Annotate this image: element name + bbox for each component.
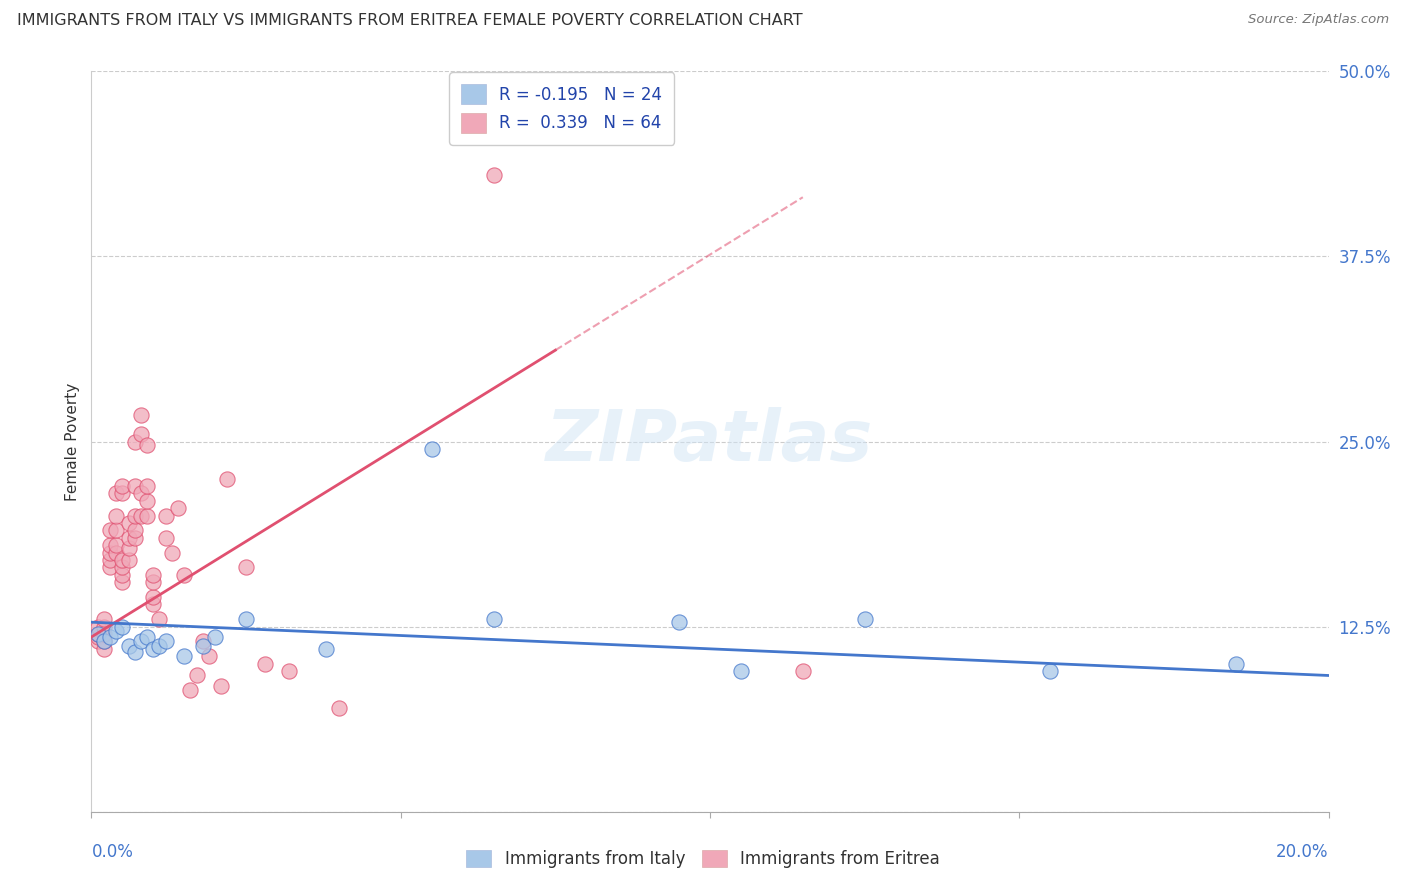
Point [86,630,108,644]
Point [155,508,177,523]
Point [111,575,134,590]
Point [253,657,276,671]
Point [1225,657,1247,671]
Point [186,668,208,682]
Point [124,645,146,659]
Point [155,531,177,545]
Point [105,624,128,638]
Point [117,531,139,545]
Point [129,486,152,500]
Point [86,634,108,648]
Point [1039,664,1062,678]
Point [117,553,139,567]
Point [142,567,165,582]
Point [328,701,350,715]
Point [124,531,146,545]
Point [111,567,134,582]
Point [129,427,152,442]
Point [111,486,134,500]
Point [86,627,108,641]
Point [129,508,152,523]
Y-axis label: Female Poverty: Female Poverty [65,383,80,500]
Point [160,546,183,560]
Point [86,619,108,633]
Point [117,516,139,530]
Point [105,524,128,538]
Point [111,553,134,567]
Point [98,630,121,644]
Point [730,664,752,678]
Point [179,683,201,698]
Text: IMMIGRANTS FROM ITALY VS IMMIGRANTS FROM ERITREA FEMALE POVERTY CORRELATION CHAR: IMMIGRANTS FROM ITALY VS IMMIGRANTS FROM… [17,13,803,29]
Point [198,649,221,664]
Point [148,639,170,653]
Point [105,508,128,523]
Point [117,639,139,653]
Point [105,538,128,552]
Point [124,524,146,538]
Point [93,634,115,648]
Point [148,612,170,626]
Point [129,408,152,422]
Point [98,524,121,538]
Point [204,630,226,644]
Point [482,168,505,182]
Point [142,590,165,604]
Point [136,630,159,644]
Point [136,437,159,451]
Point [142,641,165,656]
Point [111,479,134,493]
Point [124,479,146,493]
Text: 0.0%: 0.0% [91,843,134,861]
Point [86,627,108,641]
Point [142,575,165,590]
Point [668,615,690,630]
Point [124,434,146,449]
Point [93,612,115,626]
Point [167,501,190,516]
Point [111,619,134,633]
Point [482,612,505,626]
Point [235,560,257,574]
Point [117,541,139,556]
Point [93,641,115,656]
Point [136,493,159,508]
Point [173,649,195,664]
Point [124,508,146,523]
Legend: Immigrants from Italy, Immigrants from Eritrea: Immigrants from Italy, Immigrants from E… [460,843,946,875]
Text: Source: ZipAtlas.com: Source: ZipAtlas.com [1249,13,1389,27]
Point [93,627,115,641]
Point [235,612,257,626]
Text: 20.0%: 20.0% [1277,843,1329,861]
Point [136,508,159,523]
Point [217,471,239,485]
Point [129,634,152,648]
Point [142,598,165,612]
Point [111,560,134,574]
Point [278,664,301,678]
Point [191,634,214,648]
Point [191,639,214,653]
Point [209,679,232,693]
Point [792,664,814,678]
Point [315,641,337,656]
Legend: R = -0.195   N = 24, R =  0.339   N = 64: R = -0.195 N = 24, R = 0.339 N = 64 [450,72,673,145]
Point [853,612,876,626]
Point [173,567,195,582]
Point [136,479,159,493]
Point [98,553,121,567]
Point [93,634,115,648]
Point [420,442,443,456]
Point [155,634,177,648]
Point [98,560,121,574]
Point [93,619,115,633]
Point [98,538,121,552]
Point [98,546,121,560]
Text: ZIPatlas: ZIPatlas [547,407,873,476]
Point [105,546,128,560]
Point [105,486,128,500]
